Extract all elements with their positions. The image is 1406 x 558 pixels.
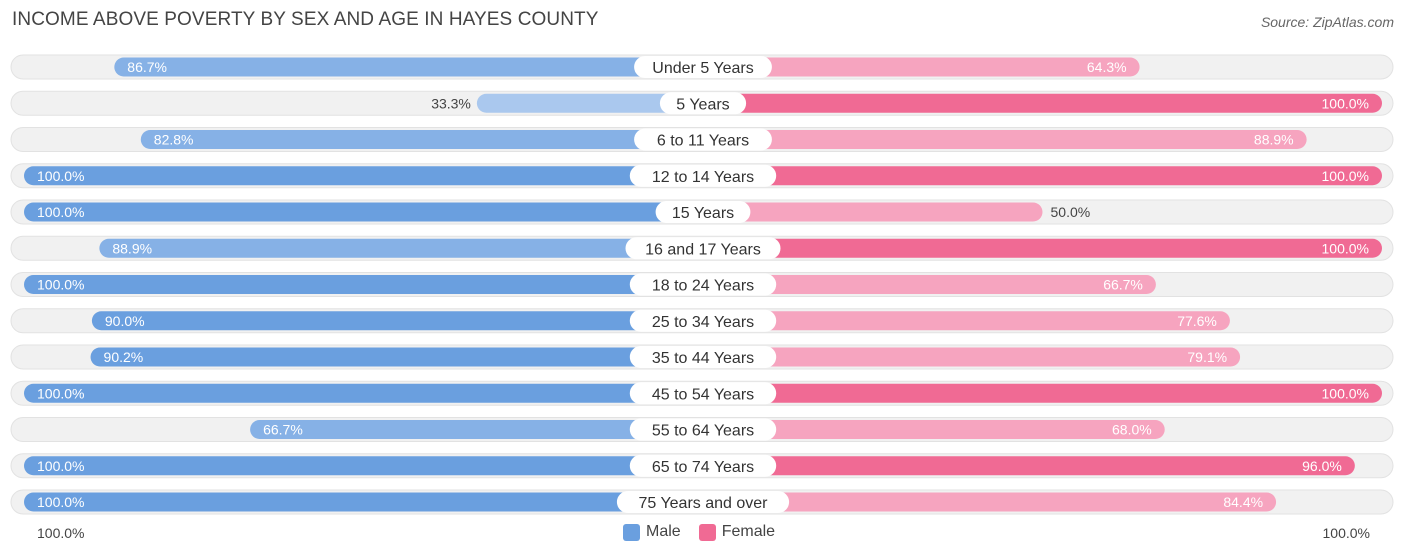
- female-value-label: 79.1%: [1187, 349, 1227, 365]
- female-bar[interactable]: [703, 275, 1156, 294]
- category-label: 45 to 54 Years: [652, 386, 754, 403]
- female-bar[interactable]: [703, 166, 1382, 186]
- male-bar[interactable]: [250, 420, 703, 439]
- category-pill: [634, 128, 772, 151]
- category-pill: [629, 309, 777, 332]
- female-bar[interactable]: [703, 57, 1140, 77]
- male-bar[interactable]: [24, 492, 703, 512]
- male-bar[interactable]: [24, 456, 703, 476]
- female-bar[interactable]: [703, 238, 1382, 258]
- category-label: 18 to 24 Years: [652, 278, 754, 295]
- male-value-label: 33.3%: [431, 95, 471, 111]
- female-value-label: 77.6%: [1177, 313, 1217, 329]
- male-bar[interactable]: [24, 166, 703, 186]
- category-pill: [655, 201, 751, 223]
- male-value-label: 100.0%: [37, 494, 84, 510]
- female-bar[interactable]: [703, 492, 1277, 512]
- female-bar[interactable]: [703, 456, 1355, 476]
- category-pill: [629, 346, 777, 368]
- category-label: 25 to 34 Years: [652, 314, 754, 331]
- category-label: 55 to 64 Years: [652, 423, 754, 440]
- category-label: 12 to 14 Years: [652, 169, 754, 186]
- category-label: 15 Years: [672, 205, 734, 222]
- category-label: 65 to 74 Years: [652, 459, 754, 476]
- female-value-label: 100.0%: [1322, 240, 1369, 256]
- female-value-label: 66.7%: [1103, 277, 1143, 293]
- male-value-label: 100.0%: [37, 385, 84, 401]
- category-label: 6 to 11 Years: [657, 133, 749, 150]
- diverging-bar-chart: 86.7% 64.3% Under 5 Years 33.3% 100.0% 5 Year…: [10, 54, 1394, 515]
- female-value-label: 100.0%: [1322, 385, 1369, 401]
- left-axis-label: 100.0%: [37, 525, 85, 541]
- female-value-label: 68.0%: [1112, 422, 1152, 438]
- legend-swatch-male: [623, 523, 640, 541]
- category-pill: [629, 418, 777, 441]
- right-axis-label: 100.0%: [1322, 525, 1370, 541]
- male-bar[interactable]: [114, 57, 703, 77]
- female-value-label: 100.0%: [1322, 168, 1369, 184]
- category-label: Under 5 Years: [652, 60, 753, 77]
- female-value-label: 84.4%: [1223, 494, 1263, 510]
- female-value-label: 88.9%: [1254, 132, 1294, 148]
- legend-item-female[interactable]: Female: [698, 523, 776, 541]
- category-pill: [616, 491, 790, 513]
- category-pill: [629, 164, 777, 187]
- category-label: 16 and 17 Years: [645, 241, 761, 258]
- legend: Male Female: [623, 523, 793, 541]
- male-value-label: 82.8%: [154, 132, 194, 148]
- male-value-label: 100.0%: [37, 204, 84, 220]
- male-bar[interactable]: [90, 347, 704, 367]
- chart-title: INCOME ABOVE POVERTY BY SEX AND AGE IN H…: [12, 9, 599, 30]
- female-bar[interactable]: [703, 347, 1241, 367]
- female-value-label: 50.0%: [1051, 204, 1091, 220]
- category-pill: [629, 273, 777, 296]
- male-bar[interactable]: [91, 311, 703, 331]
- female-value-label: 96.0%: [1302, 458, 1342, 474]
- male-value-label: 100.0%: [37, 458, 84, 474]
- female-bar[interactable]: [703, 93, 1382, 113]
- male-bar[interactable]: [140, 130, 704, 149]
- male-value-label: 100.0%: [37, 168, 84, 184]
- category-label: 75 Years and over: [639, 495, 769, 512]
- category-pill: [659, 92, 747, 115]
- male-value-label: 88.9%: [112, 240, 152, 256]
- male-bar[interactable]: [24, 275, 703, 294]
- category-pill: [629, 454, 777, 477]
- category-label: 5 Years: [676, 96, 729, 113]
- female-bar[interactable]: [703, 311, 1230, 331]
- category-pill: [625, 237, 781, 260]
- category-pill: [629, 382, 777, 405]
- female-bar[interactable]: [703, 383, 1382, 403]
- legend-label-male: Male: [646, 523, 681, 540]
- female-bar[interactable]: [703, 202, 1043, 222]
- female-value-label: 100.0%: [1322, 95, 1369, 111]
- male-bar[interactable]: [24, 202, 703, 222]
- male-bar[interactable]: [476, 93, 703, 113]
- female-bar[interactable]: [703, 420, 1165, 439]
- category-label: 35 to 44 Years: [652, 350, 754, 367]
- category-pill: [634, 56, 772, 78]
- male-value-label: 100.0%: [37, 277, 84, 293]
- male-value-label: 90.0%: [105, 313, 145, 329]
- female-value-label: 64.3%: [1087, 59, 1127, 75]
- legend-swatch-female: [698, 523, 716, 541]
- female-bar[interactable]: [703, 130, 1307, 149]
- male-bar[interactable]: [24, 383, 703, 403]
- male-value-label: 90.2%: [104, 349, 144, 365]
- male-value-label: 66.7%: [263, 422, 303, 438]
- legend-label-female: Female: [721, 523, 776, 540]
- male-bar[interactable]: [99, 238, 703, 258]
- male-value-label: 86.7%: [127, 59, 167, 75]
- legend-item-male[interactable]: Male: [623, 523, 681, 541]
- source-note: Source: ZipAtlas.com: [1260, 14, 1394, 30]
